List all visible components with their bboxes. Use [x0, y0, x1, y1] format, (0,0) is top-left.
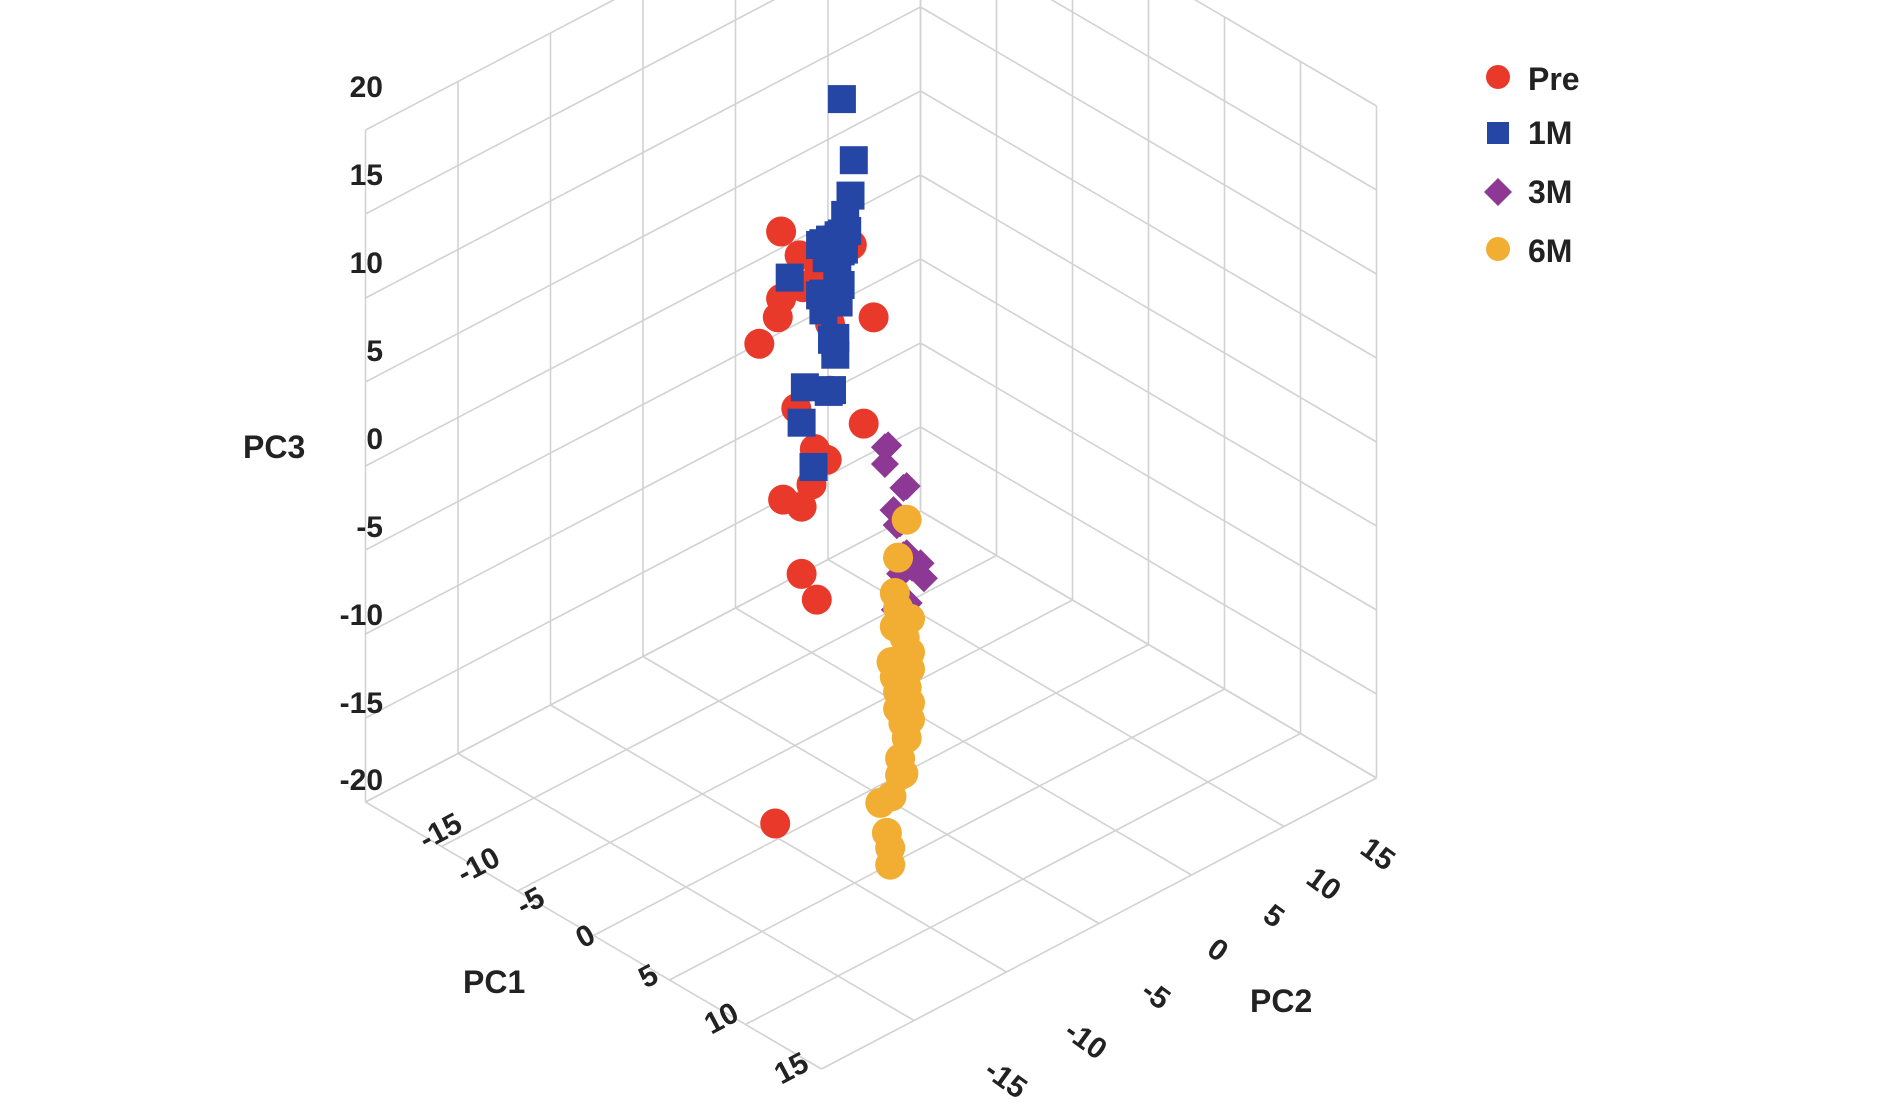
data-points: [744, 85, 938, 880]
pc1-tick-label: -5: [511, 881, 550, 923]
data-point-6m: [888, 758, 919, 789]
grid-line: [920, 6, 1377, 275]
grid-line: [920, 342, 1377, 611]
pc2-tick-labels: -15 -10 -5 0 5 10 15: [978, 831, 1400, 1105]
legend-marker-1m: [1487, 122, 1509, 144]
data-point-6m: [891, 504, 922, 535]
grid-line: [365, 510, 921, 803]
pc3-tick-label: -20: [340, 764, 383, 797]
data-point-3m: [870, 450, 899, 478]
pc2-tick-label: 0: [1201, 932, 1234, 969]
data-point-6m: [876, 647, 907, 677]
grid-line: [365, 0, 776, 215]
data-point-pre: [848, 408, 879, 439]
pc1-tick-label: 10: [699, 996, 744, 1041]
data-point-pre: [762, 302, 793, 333]
data-point-pre: [760, 808, 791, 839]
data-point-pre: [786, 558, 817, 589]
data-point-1m: [821, 323, 850, 352]
data-point-pre: [858, 302, 889, 333]
data-point-pre: [744, 328, 775, 359]
pc3-tick-labels: 20 15 10 5 0 -5 -10 -15 -20: [340, 71, 383, 797]
pc3-tick-label: -15: [340, 687, 383, 720]
data-point-1m: [827, 85, 856, 114]
legend-marker-pre: [1486, 65, 1510, 89]
data-point-1m: [790, 373, 819, 402]
pc1-tick-label: 5: [633, 958, 663, 995]
data-point-1m: [818, 376, 846, 405]
pc3-tick-label: 0: [366, 423, 383, 456]
grid-line: [365, 0, 616, 131]
pc2-tick-label: 5: [1257, 898, 1290, 935]
grid-line: [1050, 0, 1377, 191]
pc1-tick-labels: -15 -10 -5 0 5 10 15: [414, 807, 814, 1091]
legend-label-1m: 1M: [1528, 115, 1572, 151]
data-point-3m: [870, 433, 899, 462]
grid-line: [517, 599, 1073, 892]
data-point-3m: [906, 549, 935, 578]
grid-line: [365, 6, 921, 299]
pc3-tick-label: -10: [340, 599, 383, 632]
data-point-1m: [831, 200, 860, 229]
data-point-1m: [824, 288, 853, 317]
pc3-tick-label: 20: [350, 71, 383, 104]
pc3-axis-title: PC3: [243, 429, 305, 465]
legend-label-6m: 6M: [1528, 233, 1572, 269]
grid-line: [1193, 0, 1377, 107]
data-point-1m: [775, 263, 804, 292]
pc3-tick-label: 5: [366, 335, 383, 368]
pc2-tick-label: 15: [1354, 831, 1400, 877]
pc2-axis-title: PC2: [1250, 983, 1312, 1019]
grid-line: [365, 90, 921, 383]
legend-marker-3m: [1484, 178, 1512, 206]
pc3-tick-label: -5: [356, 511, 383, 544]
pc2-tick-label: 10: [1300, 861, 1346, 907]
data-point-6m: [889, 623, 920, 653]
grid-line: [593, 643, 1149, 937]
pc3-tick-label: 10: [350, 247, 383, 280]
pc1-tick-label: 15: [769, 1046, 814, 1091]
legend: Pre 1M 3M 6M: [1484, 61, 1580, 269]
data-point-6m: [883, 542, 914, 573]
grid-line: [365, 426, 921, 719]
pc1-tick-label: -15: [414, 807, 468, 856]
data-point-1m: [809, 229, 838, 258]
data-point-pre: [768, 484, 799, 515]
pc2-tick-label: -10: [1058, 1014, 1112, 1066]
pc3-tick-label: 15: [350, 159, 383, 192]
grid-line: [669, 688, 1225, 981]
legend-label-3m: 3M: [1528, 174, 1572, 210]
data-point-6m: [890, 707, 921, 738]
legend-label-pre: Pre: [1528, 61, 1580, 97]
data-point-6m: [875, 832, 906, 863]
grid-line: [821, 777, 1377, 1070]
data-point-pre: [801, 584, 832, 615]
pc1-tick-label: -10: [452, 841, 506, 890]
legend-marker-6m: [1486, 237, 1510, 261]
data-point-pre: [766, 216, 797, 247]
grid-line: [920, 510, 1377, 779]
grid-lines: [364, 0, 1378, 1070]
data-point-6m: [883, 593, 914, 623]
grid-line: [920, 90, 1377, 359]
data-point-1m: [787, 408, 816, 437]
data-point-6m: [865, 787, 896, 818]
grid-line: [920, 258, 1377, 527]
data-point-3m: [892, 472, 921, 501]
pc2-tick-label: -15: [978, 1053, 1032, 1105]
data-point-1m: [839, 146, 868, 175]
pc1-axis-title: PC1: [463, 964, 525, 1000]
grid-line: [745, 732, 1301, 1026]
data-point-1m: [799, 453, 828, 481]
pc2-tick-label: -5: [1135, 974, 1176, 1016]
grid-line: [920, 426, 1377, 695]
grid-line: [920, 174, 1377, 443]
